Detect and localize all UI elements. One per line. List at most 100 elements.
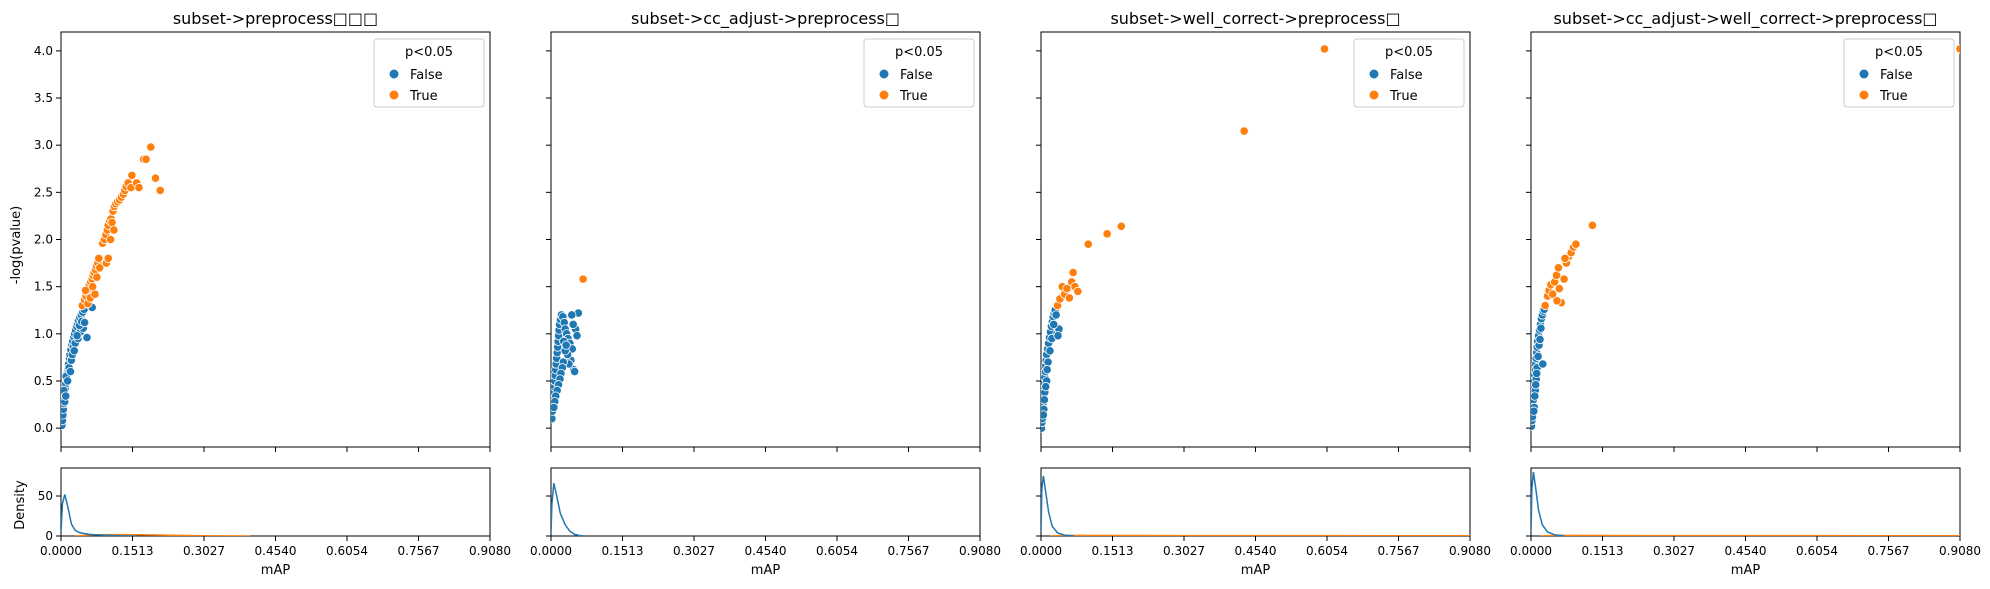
panel-1: subset->preprocess□□□ 0.0 0.5 1.0 1.5 2.0 2.5 3… (34, 9, 511, 578)
point-false (1531, 380, 1541, 390)
density-curves (61, 494, 251, 536)
density-axes-frame (60, 467, 491, 537)
legend-label-false: False (1390, 68, 1423, 83)
density-line-false (1531, 471, 1565, 536)
y-tick-label: 1.0 (34, 327, 53, 341)
legend: p<0.05 False True (1843, 38, 1955, 108)
panel-title: subset->cc_adjust->well_correct->preproc… (1553, 9, 1937, 29)
point-true (1083, 239, 1093, 249)
panel-title: subset->preprocess□□□ (173, 9, 378, 28)
point-true (141, 154, 151, 164)
point-true (1552, 296, 1562, 306)
point-true (578, 274, 588, 284)
panel-title: subset->cc_adjust->preprocess□ (631, 9, 900, 29)
x-tick-label: 0.9080 (469, 544, 511, 558)
legend-title: p<0.05 (405, 45, 453, 60)
x-tick-label: 0.1513 (1092, 544, 1134, 558)
point-false (65, 366, 76, 377)
point-true (1955, 44, 1960, 54)
x-tick-label: 0.1513 (1582, 544, 1624, 558)
legend-marker-true (389, 90, 399, 100)
panel-3: subset->well_correct->preprocess□ 0.0000 0… (1020, 9, 1491, 578)
point-true (1554, 283, 1564, 294)
point-false (1053, 331, 1063, 341)
point-false (568, 319, 578, 329)
point-false (567, 310, 577, 320)
density-line-false (551, 483, 585, 536)
x-tick-label: 0.7567 (888, 544, 930, 558)
y-tick-label: 2.5 (34, 185, 53, 199)
point-false (1538, 359, 1548, 369)
point-false (572, 331, 582, 341)
point-false (1043, 357, 1053, 367)
panels: subset->preprocess□□□ 0.0 0.5 1.0 1.5 2.0 2.5 3… (34, 9, 1981, 578)
scatter-points (1531, 44, 1960, 431)
x-tick-label: 0.3027 (1653, 544, 1695, 558)
legend-label-false: False (1880, 68, 1913, 83)
panel-4: subset->cc_adjust->well_correct->preproc… (1510, 9, 1981, 578)
x-tick-label: 0.1513 (602, 544, 644, 558)
density-curves (551, 483, 585, 536)
point-true (1102, 229, 1112, 239)
legend-marker-false (389, 69, 399, 79)
point-false (82, 332, 92, 343)
point-true (94, 253, 104, 263)
legend: p<0.05 False True (1353, 38, 1465, 108)
point-false (1531, 391, 1540, 401)
x-tick-label: 0.3027 (1163, 544, 1205, 558)
y-tick-label: 1.5 (34, 280, 53, 294)
x-tick-label: 0.0000 (1020, 544, 1062, 558)
legend-marker-false (1369, 69, 1379, 79)
point-true (103, 253, 113, 263)
point-false (551, 414, 557, 424)
density-line-true (1050, 534, 1470, 536)
x-tick-label: 0.7567 (1868, 544, 1910, 558)
x-tick-label: 0.0000 (40, 544, 82, 558)
x-tick-label: 0.6054 (816, 544, 858, 558)
legend-title: p<0.05 (1875, 45, 1923, 60)
point-true (155, 185, 165, 196)
x-tick-label: 0.3027 (673, 544, 715, 558)
x-axis-label: mAP (261, 563, 291, 578)
point-true (1068, 267, 1078, 278)
point-true (1540, 300, 1550, 311)
x-tick-label: 0.4540 (1725, 544, 1767, 558)
legend-title: p<0.05 (1385, 45, 1433, 60)
point-false (561, 340, 571, 350)
y-tick-label: 0.0 (34, 421, 53, 435)
point-true (146, 142, 156, 152)
y-tick-label: 3.5 (34, 91, 53, 105)
density-y-tick-label: 0 (45, 529, 53, 543)
density-y-tick-label: 50 (38, 489, 53, 503)
x-tick-label: 0.4540 (255, 544, 297, 558)
x-axis-label: mAP (1731, 563, 1761, 578)
scatter-points (1041, 44, 1330, 433)
legend-label-true: True (1879, 89, 1908, 104)
density-axes-frame (1530, 467, 1961, 537)
x-tick-label: 0.9080 (1449, 544, 1491, 558)
point-false (1051, 310, 1061, 320)
point-true (1560, 253, 1570, 263)
legend-marker-true (879, 90, 889, 100)
point-false (80, 317, 90, 328)
legend: p<0.05 False True (373, 38, 485, 108)
y-axis-label-top: -log(pvalue) (9, 206, 24, 284)
point-true (1559, 274, 1569, 284)
x-tick-label: 0.0000 (530, 544, 572, 558)
point-false (1049, 319, 1059, 329)
point-true (1073, 286, 1083, 296)
point-true (1553, 263, 1564, 273)
point-false (1041, 410, 1048, 420)
point-true (88, 282, 98, 292)
point-false (72, 331, 82, 341)
scatter-points (61, 142, 165, 430)
y-tick-label: 2.0 (34, 233, 53, 247)
x-tick-label: 0.9080 (1939, 544, 1981, 558)
y-tick-label: 3.0 (34, 138, 53, 152)
point-true (1548, 289, 1558, 299)
x-tick-label: 0.6054 (1306, 544, 1348, 558)
legend-title: p<0.05 (895, 45, 943, 60)
point-false (1535, 334, 1545, 345)
x-tick-label: 0.3027 (183, 544, 225, 558)
x-tick-label: 0.6054 (1796, 544, 1838, 558)
